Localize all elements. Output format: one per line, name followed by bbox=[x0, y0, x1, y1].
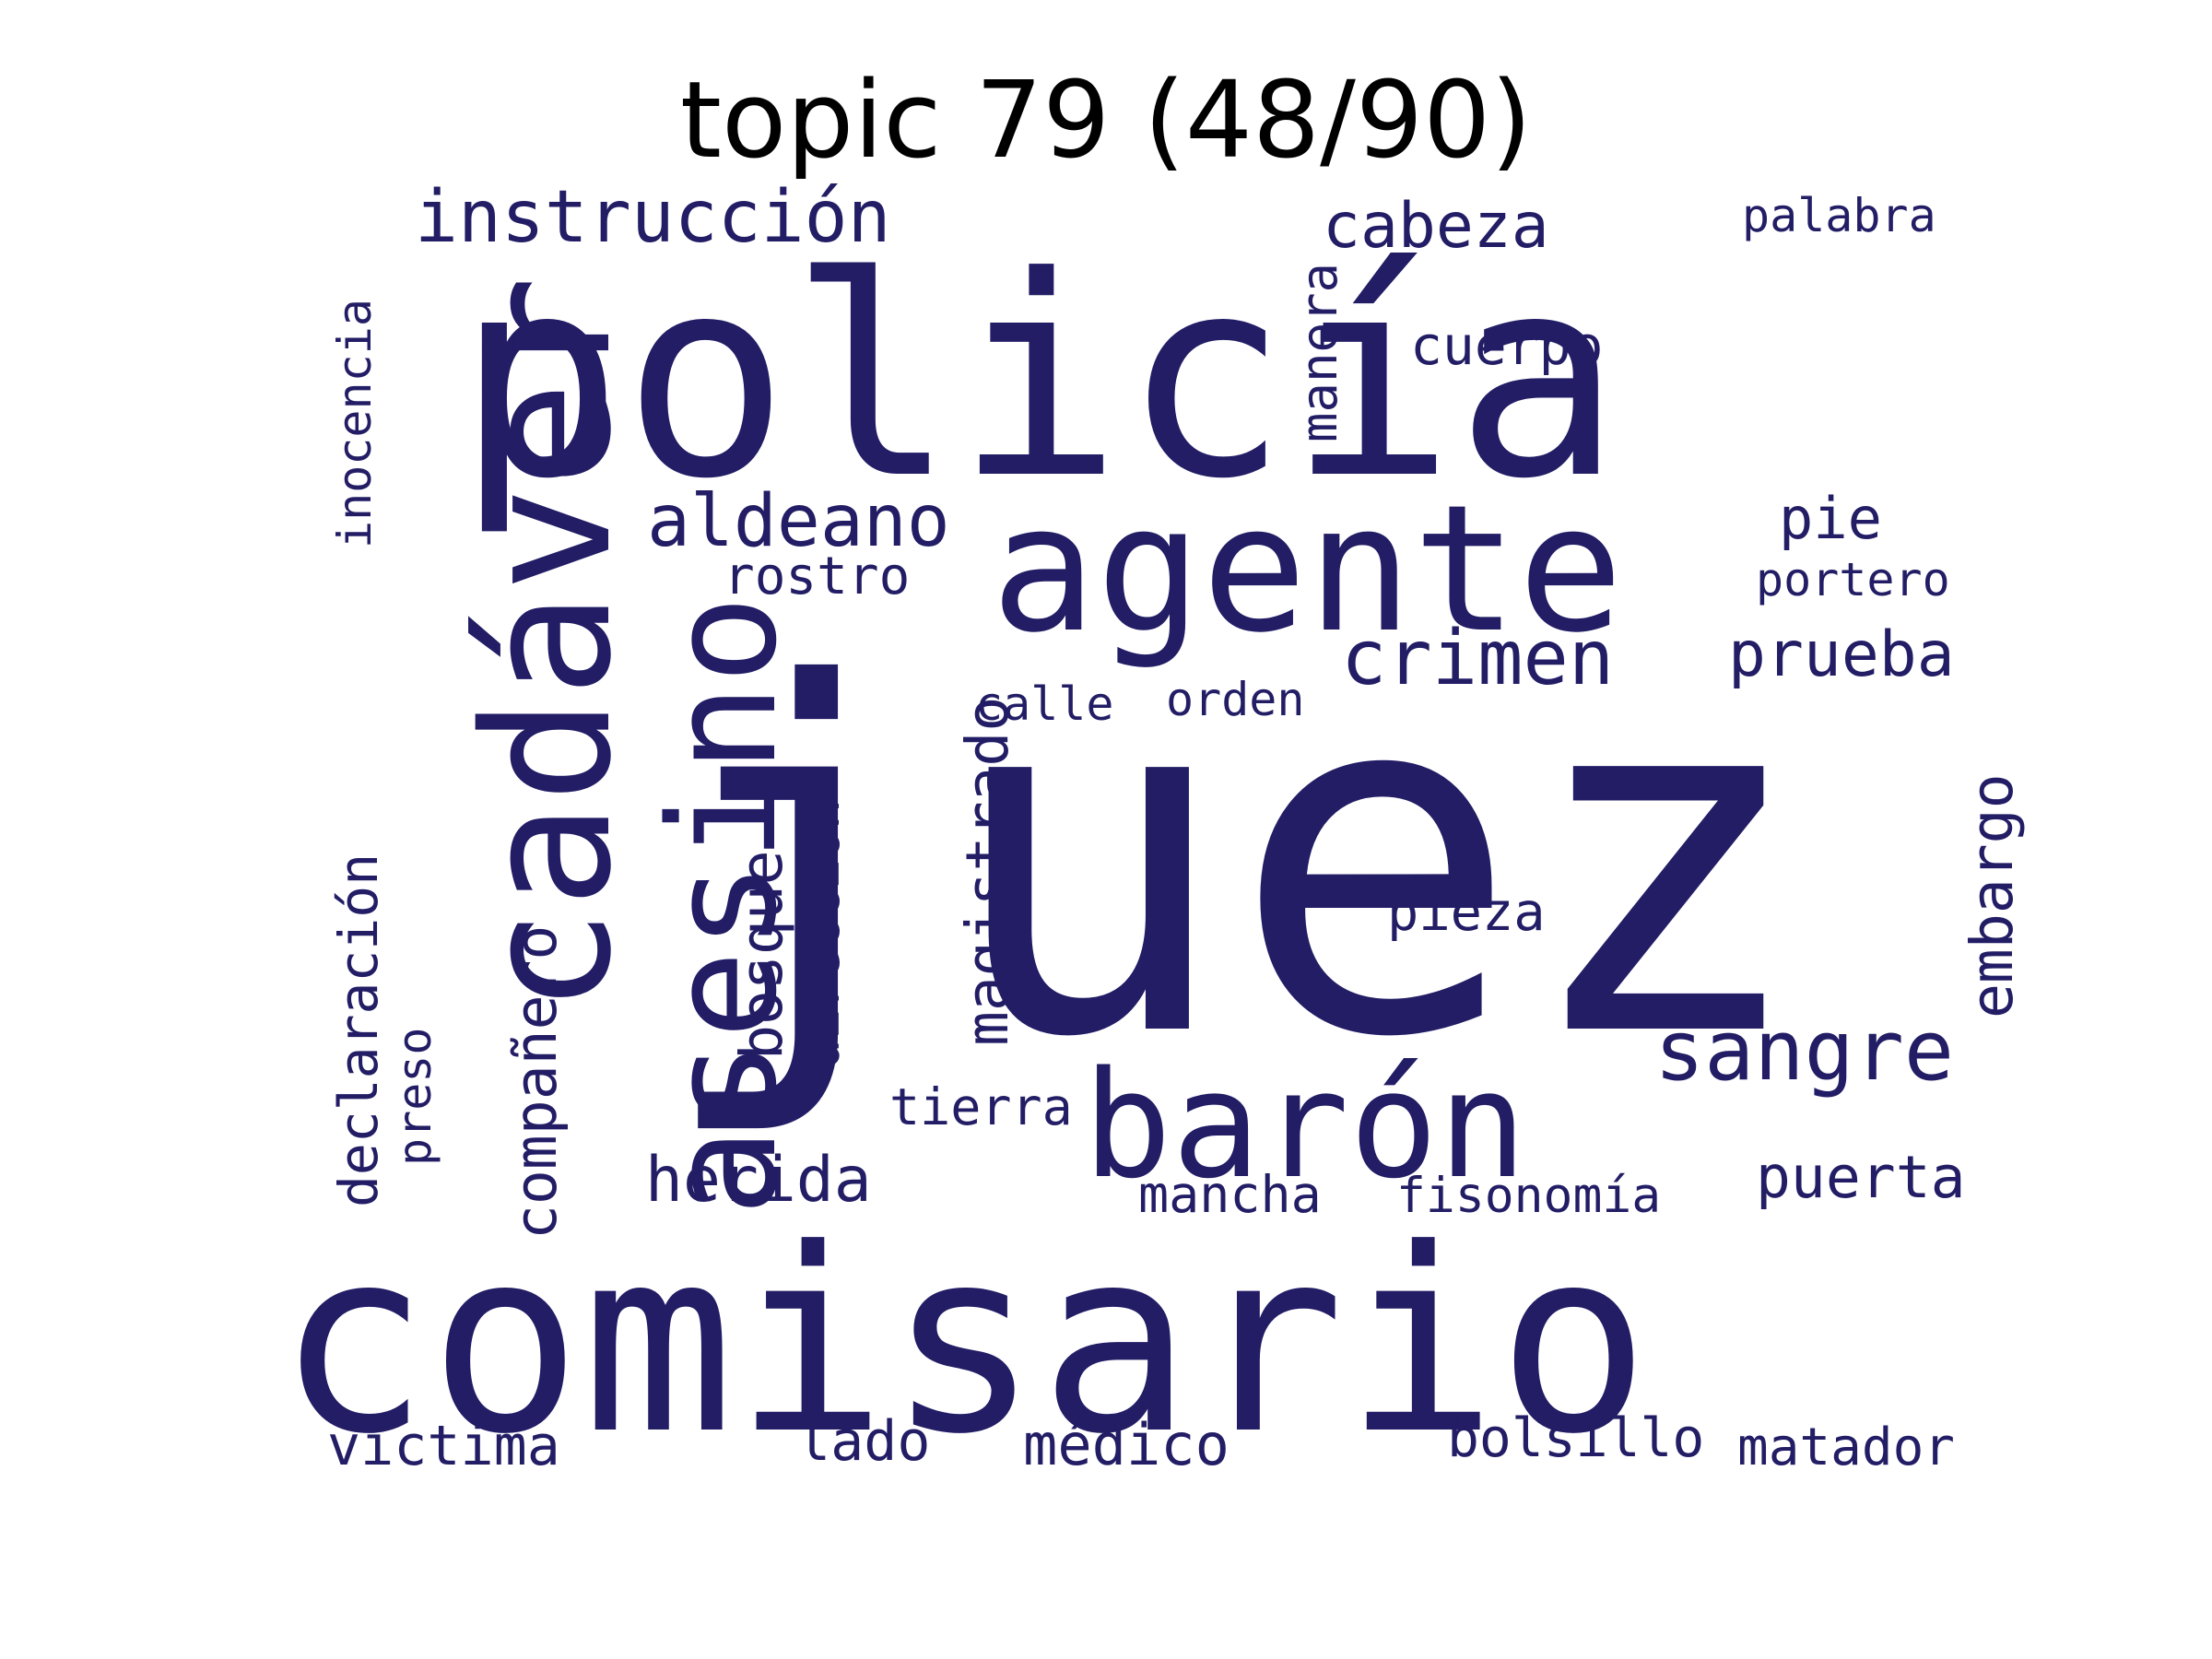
cloud-word: manera bbox=[1290, 262, 1348, 442]
cloud-word: sangre bbox=[1654, 1003, 1955, 1100]
cloud-word: prueba bbox=[1728, 618, 1955, 691]
cloud-word: embargo bbox=[1959, 773, 2026, 1018]
cloud-word: juez bbox=[654, 583, 1809, 1143]
cloud-word: orden bbox=[1166, 672, 1305, 726]
cloud-word: aldeano bbox=[647, 480, 950, 564]
cloud-word: barón bbox=[1083, 1039, 1527, 1212]
cloud-word: cadáver bbox=[446, 276, 650, 1014]
cloud-word: lado bbox=[797, 1409, 931, 1475]
cloud-word: bolsillo bbox=[1447, 1406, 1705, 1470]
cloud-word: portero bbox=[1756, 552, 1950, 606]
cloud-word: cuerpo bbox=[1410, 314, 1604, 378]
cloud-word: magistrado bbox=[954, 696, 1021, 1046]
cloud-word: comisario bbox=[276, 1194, 1651, 1490]
cloud-word: calle bbox=[975, 677, 1114, 731]
chart-title: topic 79 (48/90) bbox=[679, 59, 1533, 182]
cloud-word: fisonomía bbox=[1396, 1167, 1662, 1224]
cloud-word: pie bbox=[1779, 485, 1882, 553]
cloud-word: rostro bbox=[724, 546, 911, 606]
cloud-word: cabeza bbox=[1323, 189, 1549, 263]
cloud-word: palabra bbox=[1742, 188, 1936, 242]
cloud-word: herida bbox=[645, 1143, 872, 1217]
cloud-word: puerta bbox=[1756, 1144, 1966, 1212]
cloud-word: crimen bbox=[1341, 614, 1615, 702]
cloud-word: agente bbox=[991, 467, 1624, 672]
cloud-word: instrucción bbox=[415, 176, 891, 260]
cloud-word: médico bbox=[1023, 1411, 1230, 1479]
cloud-word: dirección bbox=[793, 799, 851, 1069]
cloud-word: pieza bbox=[1387, 881, 1546, 943]
cloud-word: tierra bbox=[889, 1077, 1073, 1136]
cloud-word: compañero bbox=[502, 924, 570, 1240]
cloud-word: víctima bbox=[327, 1414, 560, 1479]
cloud-word: mancha bbox=[1138, 1164, 1322, 1224]
cloud-word: bosque bbox=[728, 850, 795, 1060]
cloud-word: declaración bbox=[327, 853, 390, 1207]
cloud-word: inocencia bbox=[328, 299, 382, 548]
cloud-word: matador bbox=[1737, 1417, 1956, 1477]
cloud-word: policía bbox=[456, 218, 1622, 539]
cloud-word: preso bbox=[388, 1027, 441, 1166]
